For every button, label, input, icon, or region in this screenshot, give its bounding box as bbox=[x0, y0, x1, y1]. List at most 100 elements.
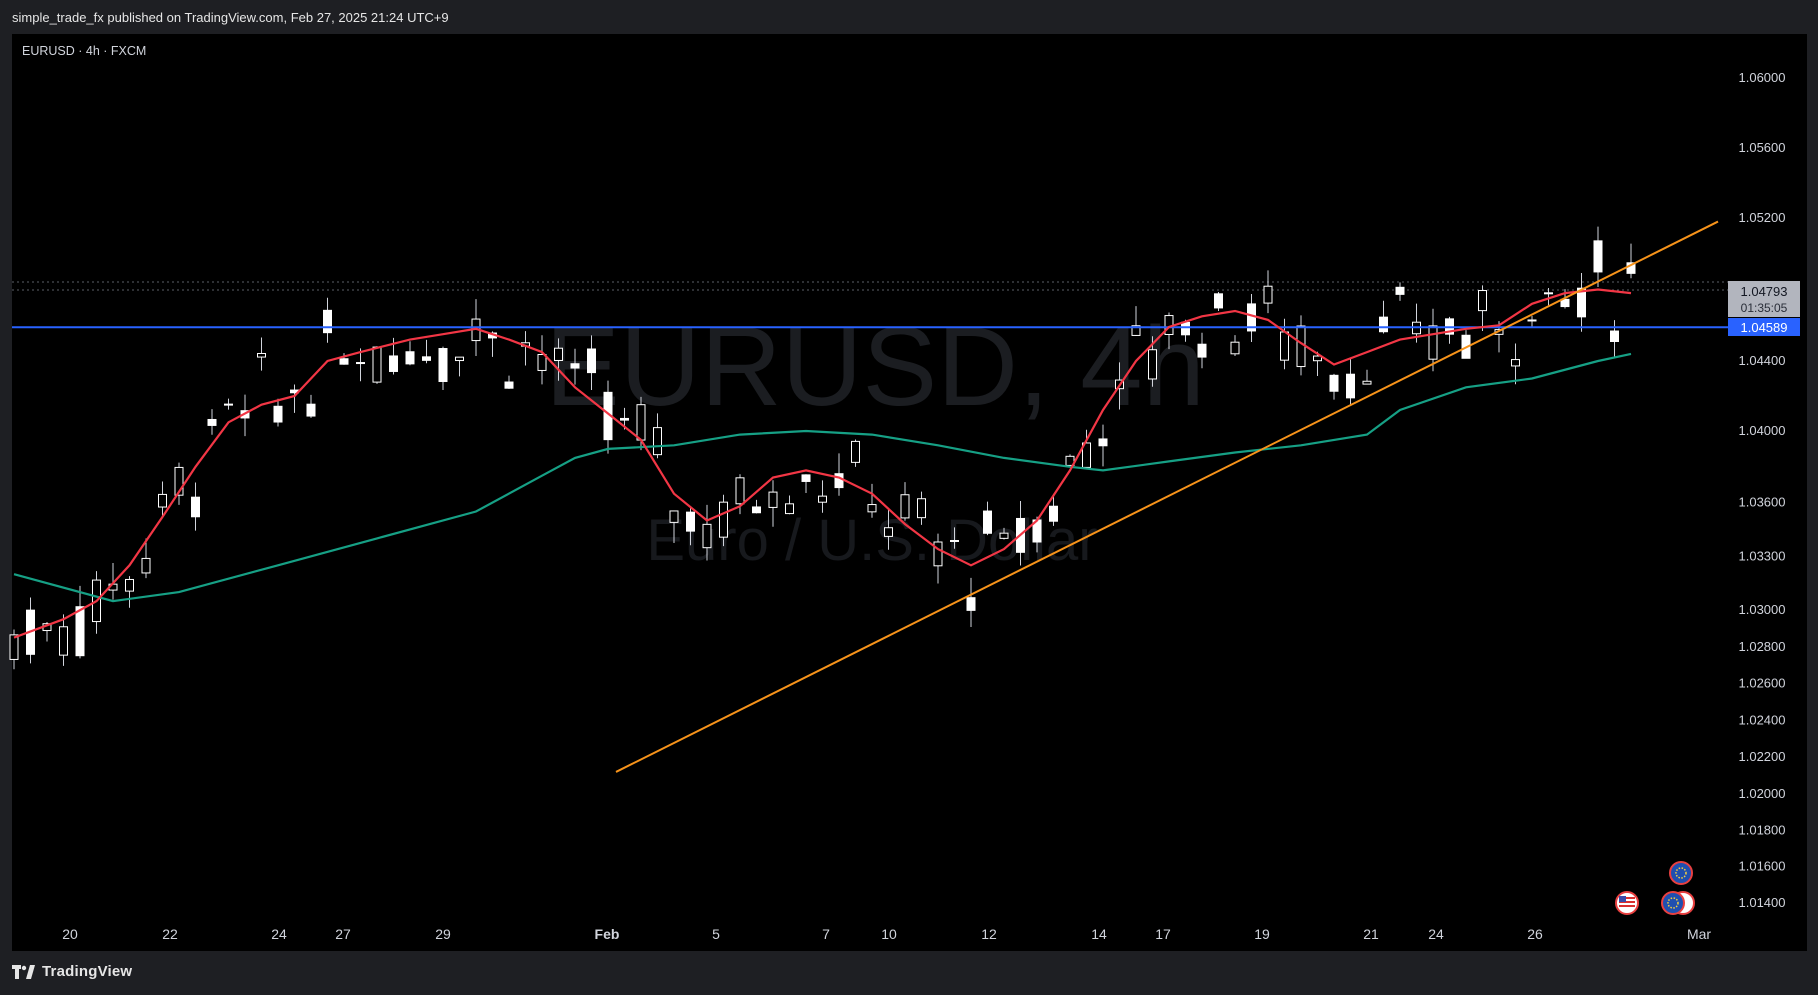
candle-body bbox=[422, 356, 431, 361]
candle-body bbox=[1478, 290, 1487, 312]
candle-body bbox=[950, 539, 959, 542]
time-tick-label: 22 bbox=[162, 926, 178, 942]
us-flag-event-icon[interactable] bbox=[1615, 891, 1639, 915]
candle-body bbox=[1197, 343, 1207, 358]
candle-body bbox=[389, 355, 398, 372]
ema-fast-line bbox=[13, 288, 1632, 639]
candle-body bbox=[1049, 505, 1058, 522]
price-tick-label: 1.05200 bbox=[1739, 210, 1786, 225]
price-tick-label: 1.02800 bbox=[1739, 639, 1786, 654]
tradingview-logo[interactable]: TradingView bbox=[12, 963, 132, 980]
candle-body bbox=[191, 496, 200, 518]
candle-body bbox=[306, 403, 316, 417]
price-tick-label: 1.02200 bbox=[1739, 749, 1786, 764]
candle-body bbox=[1346, 373, 1355, 399]
time-tick-label: 27 bbox=[335, 926, 351, 942]
candle-body bbox=[900, 494, 910, 519]
candle-body bbox=[966, 597, 976, 611]
candle-body bbox=[1610, 330, 1619, 342]
candle-body bbox=[570, 363, 580, 369]
candle-body bbox=[867, 504, 877, 513]
candle-body bbox=[1329, 374, 1339, 392]
time-tick-label: Mar bbox=[1687, 926, 1711, 942]
time-tick-label: 7 bbox=[822, 926, 830, 942]
candle-body bbox=[1527, 319, 1537, 322]
candle-body bbox=[620, 417, 629, 421]
candle-body bbox=[1428, 325, 1438, 360]
price-tick-label: 1.03300 bbox=[1739, 548, 1786, 563]
price-tick-label: 1.02400 bbox=[1739, 712, 1786, 727]
candle-body bbox=[735, 477, 745, 505]
chart-area[interactable] bbox=[12, 34, 1807, 951]
price-axis[interactable]: 1.06000 1.05600 1.05200 1.04400 1.04000 1.036… bbox=[1739, 70, 1786, 910]
time-tick-label: 10 bbox=[881, 926, 897, 942]
time-tick-label: 5 bbox=[712, 926, 720, 942]
candle-body bbox=[141, 557, 151, 574]
price-tick-label: 1.01400 bbox=[1739, 895, 1786, 910]
candle-body bbox=[372, 346, 382, 383]
eu-flag-event-icon-stack[interactable] bbox=[1661, 891, 1695, 915]
time-tick-label: 29 bbox=[435, 926, 451, 942]
candle-body bbox=[818, 495, 827, 503]
footer-bar bbox=[0, 951, 1818, 995]
candle-body bbox=[1544, 292, 1553, 295]
candle-body bbox=[1296, 325, 1306, 368]
price-tick-label: 1.02000 bbox=[1739, 786, 1786, 801]
candle-body bbox=[1313, 355, 1322, 362]
candle-body bbox=[1280, 331, 1289, 361]
price-tick-label: 1.04400 bbox=[1739, 353, 1786, 368]
candle-body bbox=[702, 523, 712, 549]
candle-body bbox=[207, 418, 217, 426]
time-tick-label: 26 bbox=[1527, 926, 1543, 942]
candle-body bbox=[1362, 380, 1372, 385]
time-tick-label: 20 bbox=[62, 926, 78, 942]
candle-body bbox=[1560, 298, 1570, 308]
candle-body bbox=[59, 626, 68, 656]
time-tick-label: 12 bbox=[981, 926, 997, 942]
price-tick-label: 1.05600 bbox=[1739, 140, 1786, 155]
level-price-label: 1.04589 bbox=[1741, 320, 1788, 335]
candle-body bbox=[1593, 240, 1603, 273]
candle-body bbox=[273, 405, 283, 423]
candle-body bbox=[224, 403, 233, 406]
price-tick-label: 1.01800 bbox=[1739, 822, 1786, 837]
tradingview-logo-icon bbox=[12, 964, 35, 979]
symbol-label[interactable]: EURUSD · 4h · FXCM bbox=[22, 44, 147, 58]
candle-body bbox=[158, 493, 167, 508]
publisher-line: simple_trade_fx published on TradingView… bbox=[12, 10, 449, 25]
candle-body bbox=[174, 466, 184, 496]
time-tick-label: 14 bbox=[1091, 926, 1107, 942]
candle-body bbox=[785, 503, 794, 515]
candle-body bbox=[323, 309, 332, 334]
candle-body bbox=[257, 352, 266, 358]
candle-body bbox=[636, 404, 646, 441]
price-tick-label: 1.03000 bbox=[1739, 602, 1786, 617]
candle-body bbox=[983, 510, 992, 534]
candle-body bbox=[405, 351, 415, 365]
time-axis[interactable]: 20 22 24 27 29 Feb 5 7 10 12 14 17 19 21 24 26 Mar bbox=[62, 926, 1711, 942]
candle-body bbox=[1148, 349, 1157, 380]
price-tick-label: 1.06000 bbox=[1739, 70, 1786, 85]
candle-body bbox=[1379, 316, 1388, 333]
candle-body bbox=[356, 362, 365, 365]
price-tick-label: 1.02600 bbox=[1739, 676, 1786, 691]
candle-body bbox=[1098, 438, 1108, 447]
time-tick-label: 17 bbox=[1155, 926, 1171, 942]
candle-body bbox=[999, 532, 1009, 539]
candle-body bbox=[1082, 442, 1091, 468]
candle-body bbox=[1263, 285, 1273, 304]
candle-body bbox=[1511, 359, 1520, 367]
time-tick-label: 24 bbox=[1428, 926, 1444, 942]
candle-body bbox=[339, 358, 349, 365]
candle-body bbox=[884, 527, 893, 537]
time-tick-label: 24 bbox=[271, 926, 287, 942]
candle-body bbox=[554, 347, 563, 361]
candle-body bbox=[917, 498, 926, 519]
trendline[interactable] bbox=[615, 220, 1719, 773]
candle-body bbox=[768, 491, 778, 508]
last-price-label-bg bbox=[1728, 281, 1800, 317]
candle-body bbox=[1214, 293, 1223, 309]
eu-flag-event-icon[interactable] bbox=[1669, 861, 1693, 885]
level-price-label-bg bbox=[1728, 318, 1800, 336]
